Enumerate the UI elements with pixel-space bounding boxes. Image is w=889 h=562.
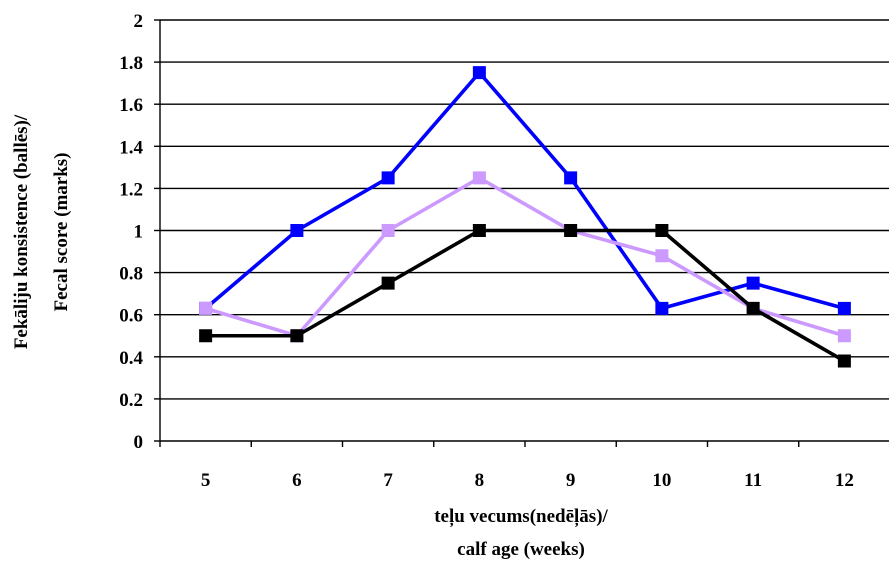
y-tick-label: 0.4 [119,348,143,369]
series-3-line [205,228,846,363]
y-axis-title-line1: Fekāliju konsistence (ballēs)/ [11,114,32,349]
series-1-point [837,301,851,315]
y-tick-label: 1.8 [119,53,143,74]
x-tick-label: 6 [292,470,302,491]
x-tick-label: 10 [652,470,671,491]
x-tick-label: 11 [744,470,762,491]
series-1-point [564,171,578,185]
y-tick-label: 1.6 [119,95,143,116]
y-tick-label: 0.8 [119,264,143,285]
series-3-point [655,224,669,237]
x-tick-labels: 5 6 7 8 9 10 11 12 [201,470,854,491]
y-tick-label: 1.2 [119,179,143,200]
axes [154,19,889,447]
series-3-point [290,329,304,343]
series-2-point [381,224,395,237]
series-1-line [204,70,845,311]
series-3-point [381,276,395,290]
series-1-point [746,276,760,290]
series-1-point [290,224,304,237]
y-tick-label: 1 [134,222,144,243]
y-tick-label: 0.2 [119,390,143,411]
x-axis-title-line1: teļu vecums(nedēļās)/ [434,506,608,527]
x-tick-label: 7 [383,470,393,491]
y-tick-label: 2 [134,11,144,32]
series-2-point [837,329,851,343]
x-tick-label: 9 [566,470,576,491]
x-tick-label: 8 [475,470,485,491]
data-series [199,66,851,368]
series-1-point [655,301,669,315]
y-tick-label: 1.4 [119,137,143,158]
x-tick-label: 5 [201,470,211,491]
series-1-point [472,66,486,80]
series-3-point [564,224,578,237]
series-2-point [655,249,669,263]
x-tick-label: 12 [835,470,854,491]
y-tick-label: 0 [134,432,144,453]
gridlines [160,19,889,400]
series-2-point [472,171,486,185]
series-3-point [837,354,851,368]
series-3-point [199,329,213,343]
y-axis-title-line2: Fecal score (marks) [51,153,72,312]
series-3-point [472,224,486,237]
x-axis-title-line2: calf age (weeks) [457,539,585,560]
series-2-line [205,176,845,338]
y-tick-label: 0.6 [119,306,143,327]
series-3-point [746,301,760,315]
y-tick-labels: 0 0.2 0.4 0.6 0.8 1 1.2 1.4 1.6 1.8 2 [119,11,143,453]
series-1-point [381,171,395,185]
series-2-point [199,301,213,315]
